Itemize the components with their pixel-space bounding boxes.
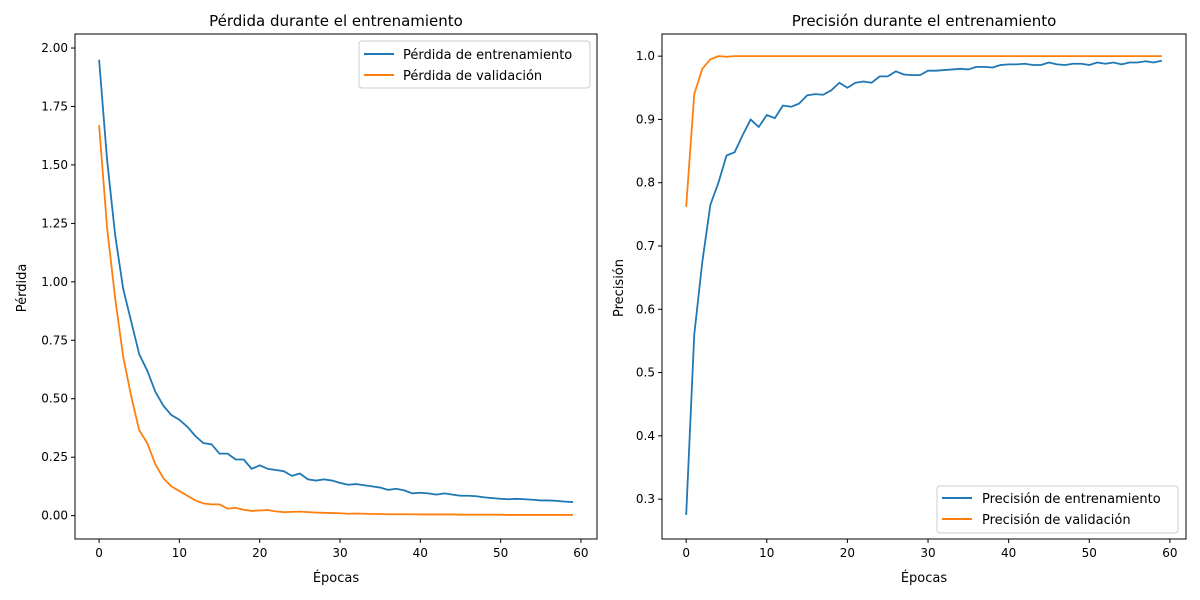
y-tick-label: 0.75 <box>41 333 68 347</box>
loss-chart-legend-box <box>358 40 591 89</box>
y-tick-label: 2.00 <box>41 41 68 55</box>
y-tick-label: 1.25 <box>41 216 68 230</box>
accuracy-chart-legend-box <box>936 485 1179 534</box>
accuracy-chart-frame <box>661 33 1187 540</box>
x-tick-label: 50 <box>493 546 508 560</box>
x-tick-label: 0 <box>95 546 103 560</box>
y-tick-label: 0.9 <box>636 112 655 126</box>
x-tick-label: 30 <box>332 546 347 560</box>
y-tick-label: 1.75 <box>41 99 68 113</box>
y-tick-label: 1.00 <box>41 275 68 289</box>
accuracy-chart: Precisión durante el entrenamiento Época… <box>612 12 1187 586</box>
legend-label-train-loss: Pérdida de entrenamiento <box>403 48 572 63</box>
x-tick-label: 0 <box>682 546 690 560</box>
y-tick-label: 0.25 <box>41 450 68 464</box>
accuracy-chart-ylabel: Precisión <box>612 259 627 317</box>
y-tick-label: 0.7 <box>636 239 655 253</box>
x-tick-label: 40 <box>1001 546 1016 560</box>
y-tick-label: 0.50 <box>41 392 68 406</box>
accuracy-chart-xlabel: Épocas <box>901 570 948 586</box>
accuracy-chart-title: Precisión durante el entrenamiento <box>792 12 1057 30</box>
y-tick-label: 0.5 <box>636 366 655 380</box>
series-line-validation <box>685 55 1162 207</box>
x-tick-label: 20 <box>840 546 855 560</box>
loss-chart: Pérdida durante el entrenamiento Épocas … <box>15 12 598 586</box>
y-tick-label: 0.3 <box>636 492 655 506</box>
x-tick-label: 50 <box>1082 546 1097 560</box>
y-tick-label: 0.00 <box>41 509 68 523</box>
legend-label-train-acc: Precisión de entrenamiento <box>982 492 1161 507</box>
accuracy-chart-ticks: 0 10 20 30 40 50 60 0.3 0.4 0.5 0.6 0.7 0.8 0.9 1.0 <box>636 49 1178 560</box>
x-tick-label: 60 <box>573 546 588 560</box>
y-tick-label: 1.0 <box>636 49 655 63</box>
loss-chart-lines <box>98 59 573 516</box>
y-tick-label: 1.50 <box>41 158 68 172</box>
loss-chart-title: Pérdida durante el entrenamiento <box>209 12 463 30</box>
accuracy-chart-legend: Precisión de entrenamiento Precisión de … <box>936 485 1179 534</box>
loss-chart-ylabel: Pérdida <box>15 264 30 313</box>
x-tick-label: 60 <box>1162 546 1177 560</box>
loss-chart-frame <box>74 33 598 540</box>
loss-chart-legend: Pérdida de entrenamiento Pérdida de vali… <box>358 40 591 89</box>
series-line-train <box>685 59 1163 515</box>
x-tick-label: 30 <box>920 546 935 560</box>
series-line-validation <box>98 125 573 516</box>
x-tick-label: 10 <box>759 546 774 560</box>
y-tick-label: 0.8 <box>636 176 655 190</box>
y-tick-label: 0.6 <box>636 302 655 316</box>
x-tick-label: 40 <box>413 546 428 560</box>
series-line-train <box>98 59 573 503</box>
legend-label-val-acc: Precisión de validación <box>982 513 1131 528</box>
x-tick-label: 20 <box>252 546 267 560</box>
accuracy-chart-lines <box>685 55 1163 515</box>
loss-chart-xlabel: Épocas <box>313 570 360 586</box>
x-tick-label: 10 <box>172 546 187 560</box>
loss-chart-ticks: 0 10 20 30 40 50 60 0.00 0.25 0.50 0.75 1.00 1.25 1.5… <box>41 41 588 560</box>
legend-label-val-loss: Pérdida de validación <box>403 69 542 84</box>
y-tick-label: 0.4 <box>636 429 655 443</box>
